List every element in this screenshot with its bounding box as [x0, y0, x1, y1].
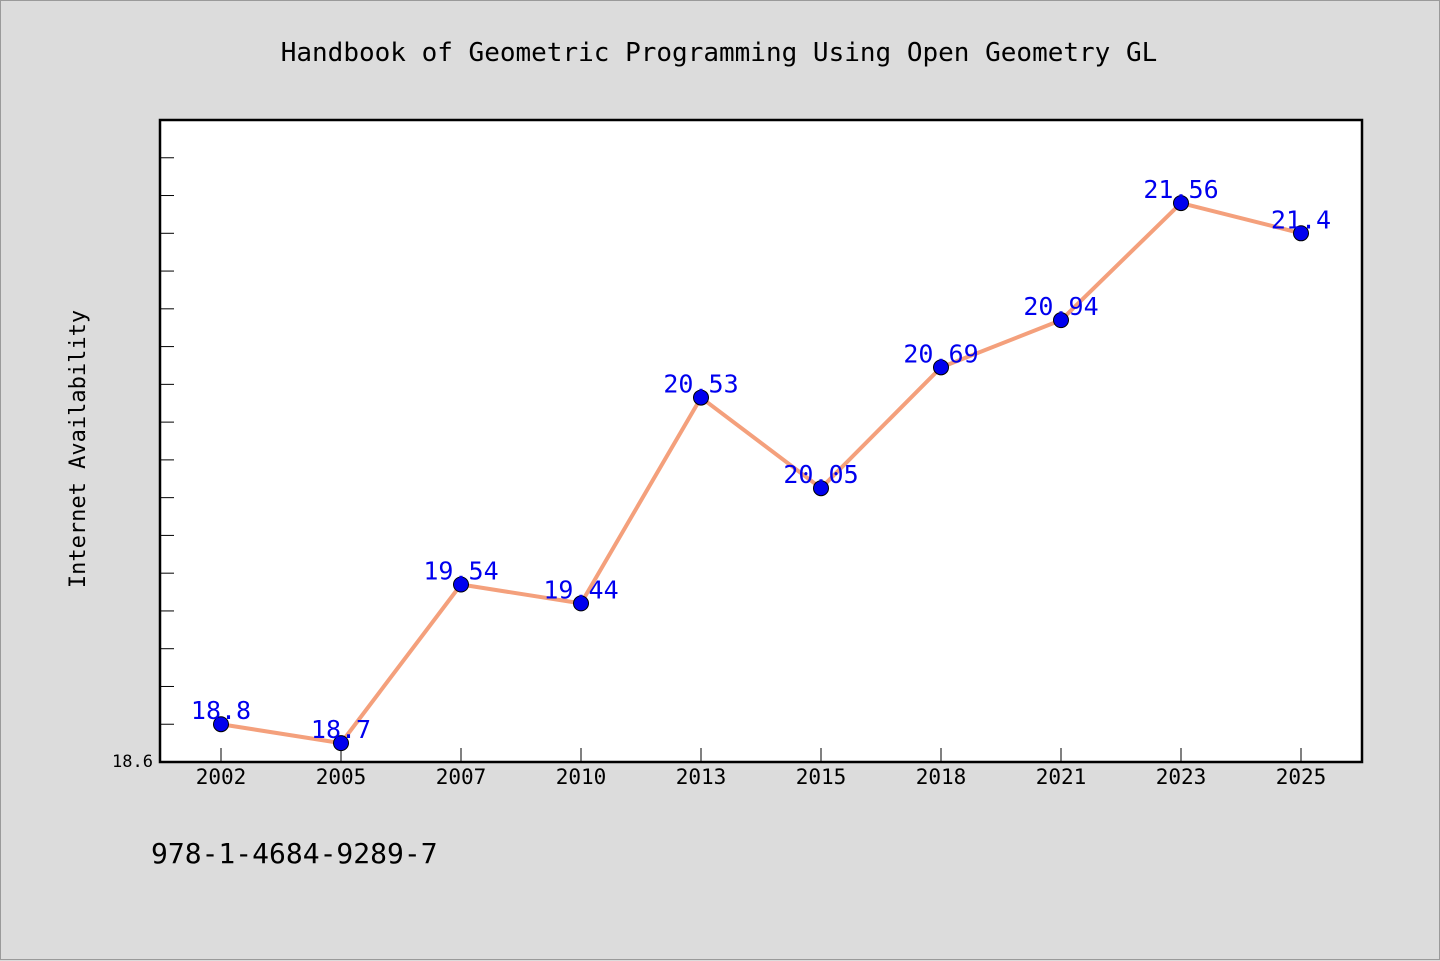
data-labels: 18.8 18.7 19.54 19.44 20.53 20.05 20.69 20.94 21…	[191, 175, 1331, 744]
data-label: 20.69	[903, 339, 978, 368]
x-tick-label: 2013	[676, 765, 727, 789]
x-tick-label: 2021	[1036, 765, 1087, 789]
y-tick-label: 18.6	[112, 752, 153, 772]
series-markers	[213, 195, 1309, 752]
x-tick-label: 2010	[556, 765, 607, 789]
x-tick-label: 2023	[1156, 765, 1207, 789]
data-point	[453, 576, 469, 593]
data-label: 18.7	[311, 715, 371, 744]
data-point	[813, 480, 829, 497]
x-tick-label: 2007	[436, 765, 487, 789]
data-label: 20.94	[1023, 292, 1098, 321]
data-label: 21.56	[1143, 175, 1218, 204]
isbn-text: 978-1-4684-9289-7	[151, 837, 438, 870]
x-tick-label: 2005	[316, 765, 367, 789]
data-label: 19.44	[543, 575, 618, 604]
data-point	[933, 359, 949, 376]
data-label: 19.54	[423, 557, 498, 586]
chart-title: Handbook of Geometric Programming Using …	[281, 38, 1158, 68]
data-point	[1293, 225, 1309, 242]
data-point	[573, 595, 589, 612]
data-label: 18.8	[191, 696, 251, 725]
data-point	[213, 716, 229, 733]
data-label: 20.05	[783, 460, 858, 489]
series-line	[219, 201, 1303, 746]
data-label: 20.53	[663, 370, 738, 399]
data-point	[1053, 312, 1069, 329]
y-axis-label: Internet Availability	[66, 310, 91, 588]
x-axis-tick-labels: 2002 2005 2007 2010 2013 2015 2018 2021 2023 2025	[196, 765, 1327, 789]
x-axis-ticks	[220, 748, 1302, 762]
data-point	[1173, 195, 1189, 212]
data-point	[333, 735, 349, 752]
x-tick-label: 2025	[1276, 765, 1327, 789]
data-point	[693, 389, 709, 406]
series-polyline	[219, 201, 1303, 746]
x-tick-label: 2015	[796, 765, 847, 789]
x-tick-label: 2002	[196, 765, 247, 789]
data-label: 21.4	[1271, 205, 1331, 234]
x-tick-label: 2018	[916, 765, 967, 789]
y-axis-ticks	[160, 157, 174, 725]
